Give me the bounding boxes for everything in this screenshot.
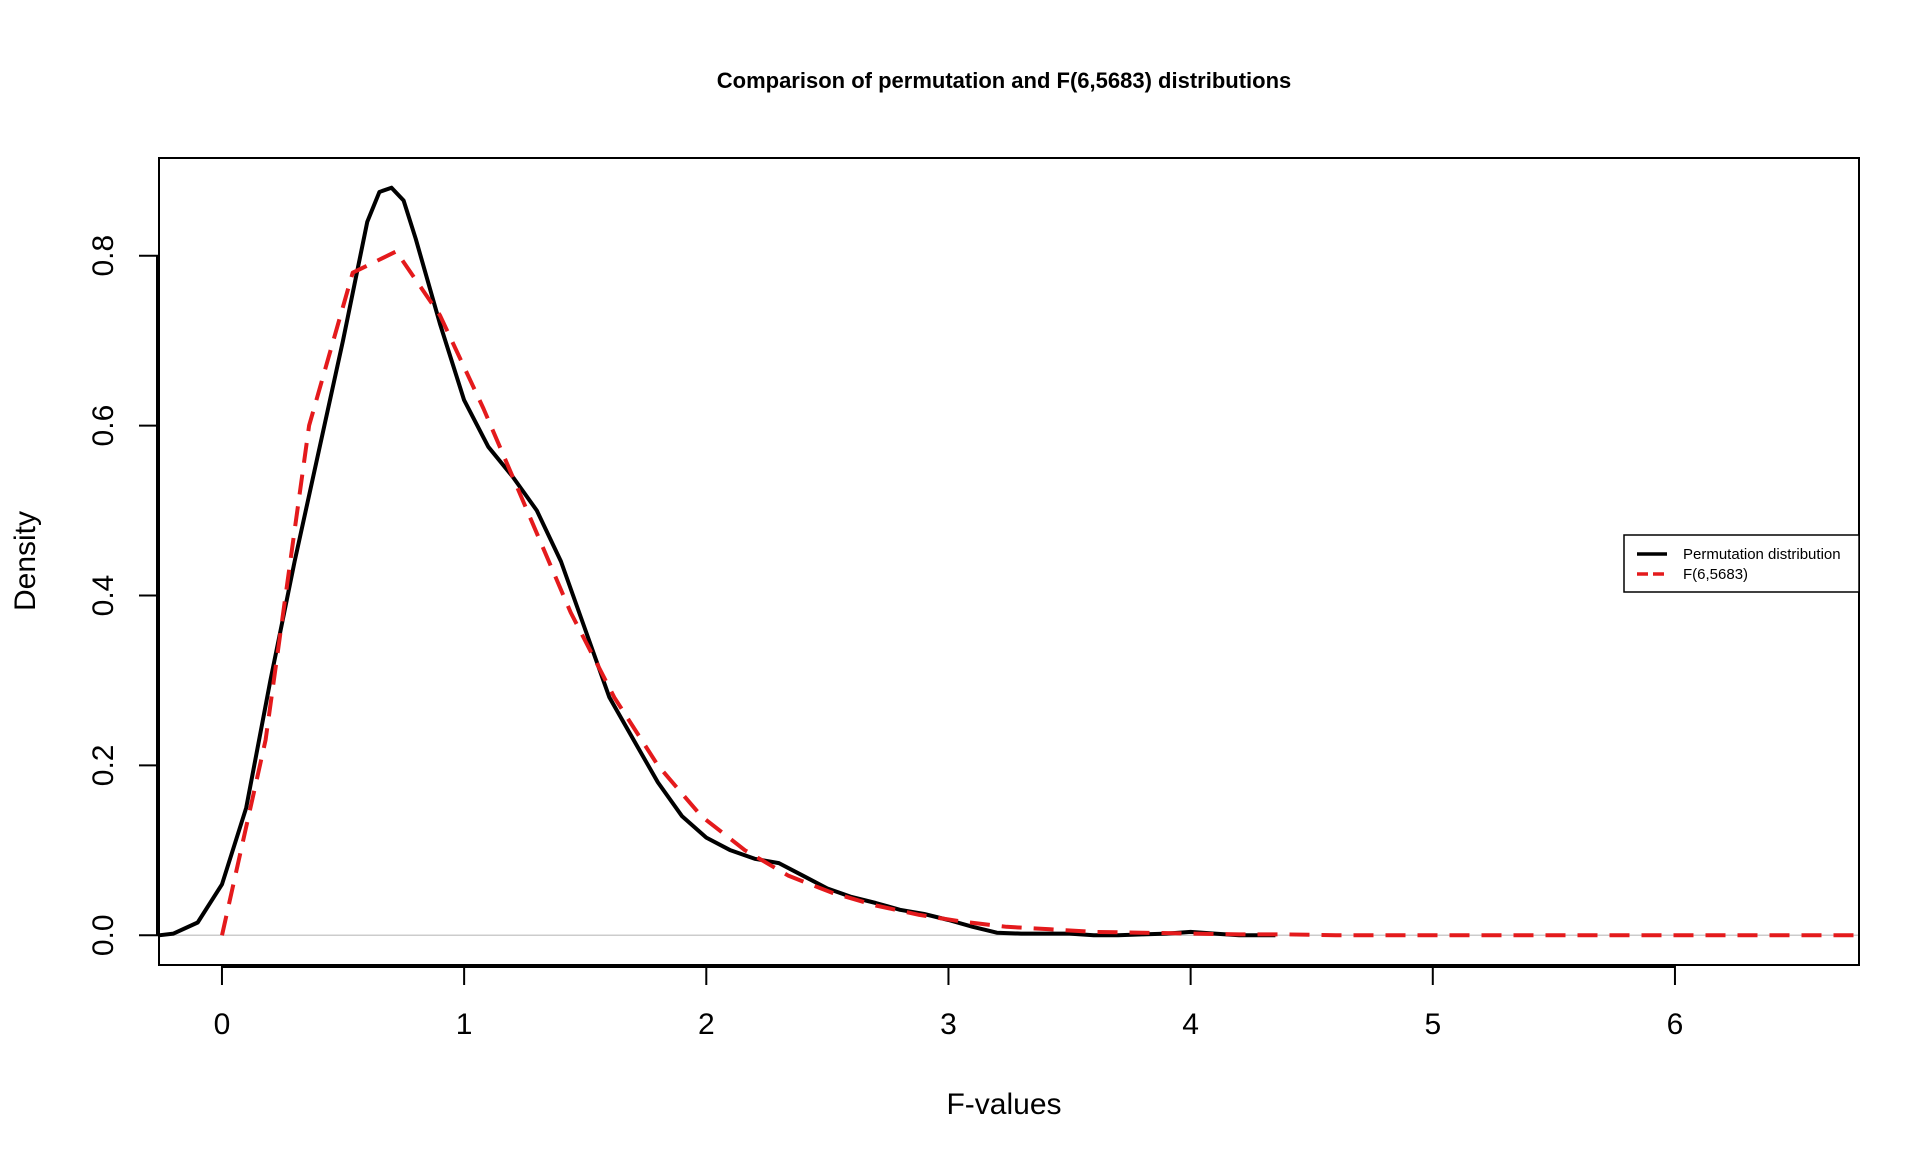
legend-box — [1623, 534, 1860, 593]
x-tick-label-0: 0 — [214, 1008, 231, 1041]
x-tick-label-5: 5 — [1424, 1008, 1441, 1041]
y-tick-label-2: 0.4 — [87, 575, 120, 617]
y-tick-label-1: 0.2 — [87, 745, 120, 787]
legend-label-1: Permutation distribution — [1683, 546, 1841, 563]
x-tick-label-4: 4 — [1182, 1008, 1199, 1041]
y-tick-label-3: 0.6 — [87, 405, 120, 447]
x-axis-label: F-values — [946, 1088, 1061, 1121]
y-tick-label-0: 0.0 — [87, 914, 120, 956]
y-axis: 0.0 0.2 0.4 0.6 0.8 — [87, 235, 159, 956]
x-tick-label-2: 2 — [698, 1008, 715, 1041]
x-tick-label-1: 1 — [456, 1008, 473, 1041]
x-axis: 0 1 2 3 4 5 6 — [214, 965, 1684, 1041]
y-tick-label-4: 0.8 — [87, 235, 120, 277]
x-tick-label-6: 6 — [1667, 1008, 1684, 1041]
legend-label-2: F(6,5683) — [1683, 566, 1748, 583]
series-line-1 — [158, 185, 1276, 938]
x-tick-label-3: 3 — [940, 1008, 957, 1041]
chart-title: Comparison of permutation and F(6,5683) … — [717, 68, 1292, 93]
y-axis-label: Density — [9, 511, 42, 611]
plot-area — [158, 185, 1859, 938]
series-line-2 — [220, 249, 1859, 938]
legend: Permutation distribution F(6,5683) — [1623, 534, 1860, 593]
